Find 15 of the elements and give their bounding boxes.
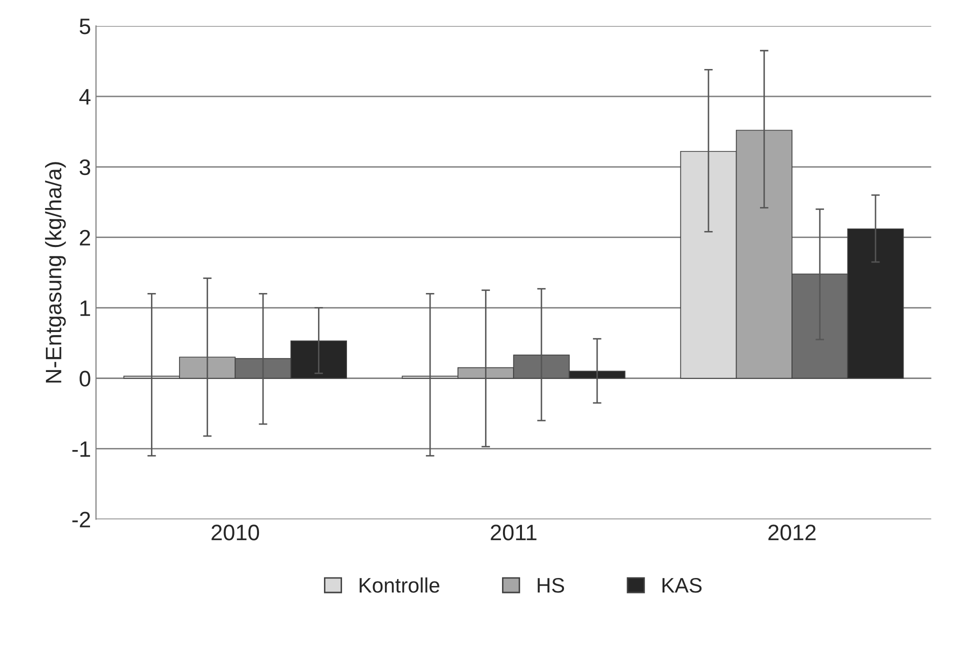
x-tick-label: 2010 [212, 524, 260, 540]
y-tick-label: 3 [80, 159, 90, 176]
x-tick-label: 2011 [490, 524, 536, 540]
y-tick-label: 1 [80, 300, 90, 316]
legend-label: KAS [662, 578, 702, 593]
y-tick-label: -1 [72, 442, 90, 457]
y-tick-label: 4 [79, 89, 90, 104]
y-tick-label: 2 [80, 230, 90, 246]
y-tick-label: 5 [80, 18, 90, 34]
legend-label: Kontrolle [360, 577, 440, 593]
y-tick-label: -2 [72, 512, 90, 528]
legend-label: HS [538, 578, 564, 593]
x-tick-label: 2012 [768, 524, 816, 540]
y-tick-label: 0 [80, 370, 90, 387]
y-axis-title: N-Entgasung (kg/ha/a) [45, 162, 66, 383]
